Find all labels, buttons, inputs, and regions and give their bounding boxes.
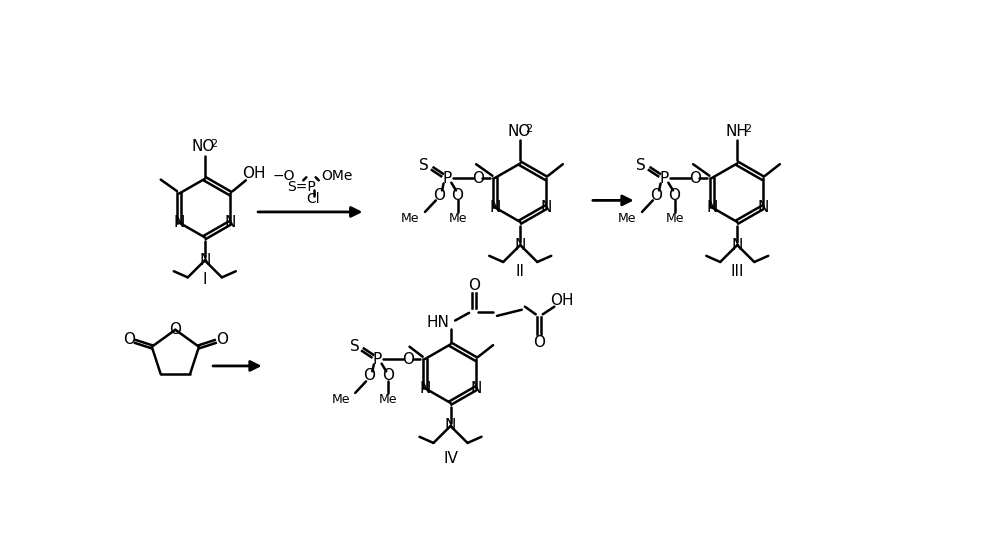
Text: OH: OH	[242, 166, 265, 181]
Text: O: O	[669, 188, 681, 202]
Text: NO: NO	[507, 124, 530, 138]
Text: N: N	[515, 237, 526, 253]
Text: OH: OH	[550, 293, 574, 308]
Text: O: O	[169, 322, 181, 337]
Text: O: O	[650, 188, 662, 202]
Text: O: O	[468, 277, 480, 293]
Text: Cl: Cl	[307, 192, 320, 206]
Text: P: P	[372, 352, 382, 366]
Text: HN: HN	[426, 315, 449, 329]
Text: NH: NH	[725, 124, 748, 138]
Text: N: N	[174, 215, 185, 230]
Text: O: O	[382, 369, 394, 383]
Text: S: S	[350, 339, 359, 354]
Text: N: N	[470, 381, 482, 396]
Text: O: O	[472, 171, 484, 185]
Text: 2: 2	[210, 139, 217, 149]
Text: N: N	[419, 381, 431, 396]
Text: −O: −O	[273, 169, 296, 183]
Text: Me: Me	[379, 393, 397, 405]
Text: N: N	[732, 237, 743, 253]
Text: NO: NO	[192, 139, 215, 154]
Text: S: S	[419, 158, 429, 173]
Text: O: O	[216, 332, 228, 347]
Text: N: N	[540, 200, 551, 215]
Text: O: O	[363, 369, 375, 383]
Text: Me: Me	[331, 393, 350, 405]
Text: I: I	[203, 272, 207, 287]
Text: O: O	[123, 332, 135, 347]
Text: Me: Me	[665, 212, 684, 225]
Text: P: P	[659, 171, 668, 185]
Text: N: N	[225, 215, 236, 230]
Text: Me: Me	[401, 212, 420, 225]
Text: N: N	[445, 418, 456, 434]
Text: N: N	[706, 200, 717, 215]
Text: Me: Me	[618, 212, 637, 225]
Text: Me: Me	[448, 212, 467, 225]
Text: II: II	[516, 265, 525, 280]
Text: N: N	[489, 200, 500, 215]
Text: 2: 2	[525, 124, 532, 134]
Text: III: III	[730, 265, 744, 280]
Text: P: P	[442, 171, 451, 185]
Text: O: O	[402, 352, 414, 366]
Text: IV: IV	[443, 451, 458, 466]
Text: N: N	[757, 200, 768, 215]
Text: O: O	[433, 188, 445, 202]
Text: 2: 2	[744, 124, 751, 134]
Text: O: O	[689, 171, 701, 185]
Text: S: S	[636, 158, 646, 173]
Text: N: N	[199, 253, 211, 268]
Text: S=P: S=P	[287, 179, 316, 194]
Text: O: O	[533, 335, 545, 350]
Text: O: O	[452, 188, 464, 202]
Text: OMe: OMe	[321, 169, 352, 183]
